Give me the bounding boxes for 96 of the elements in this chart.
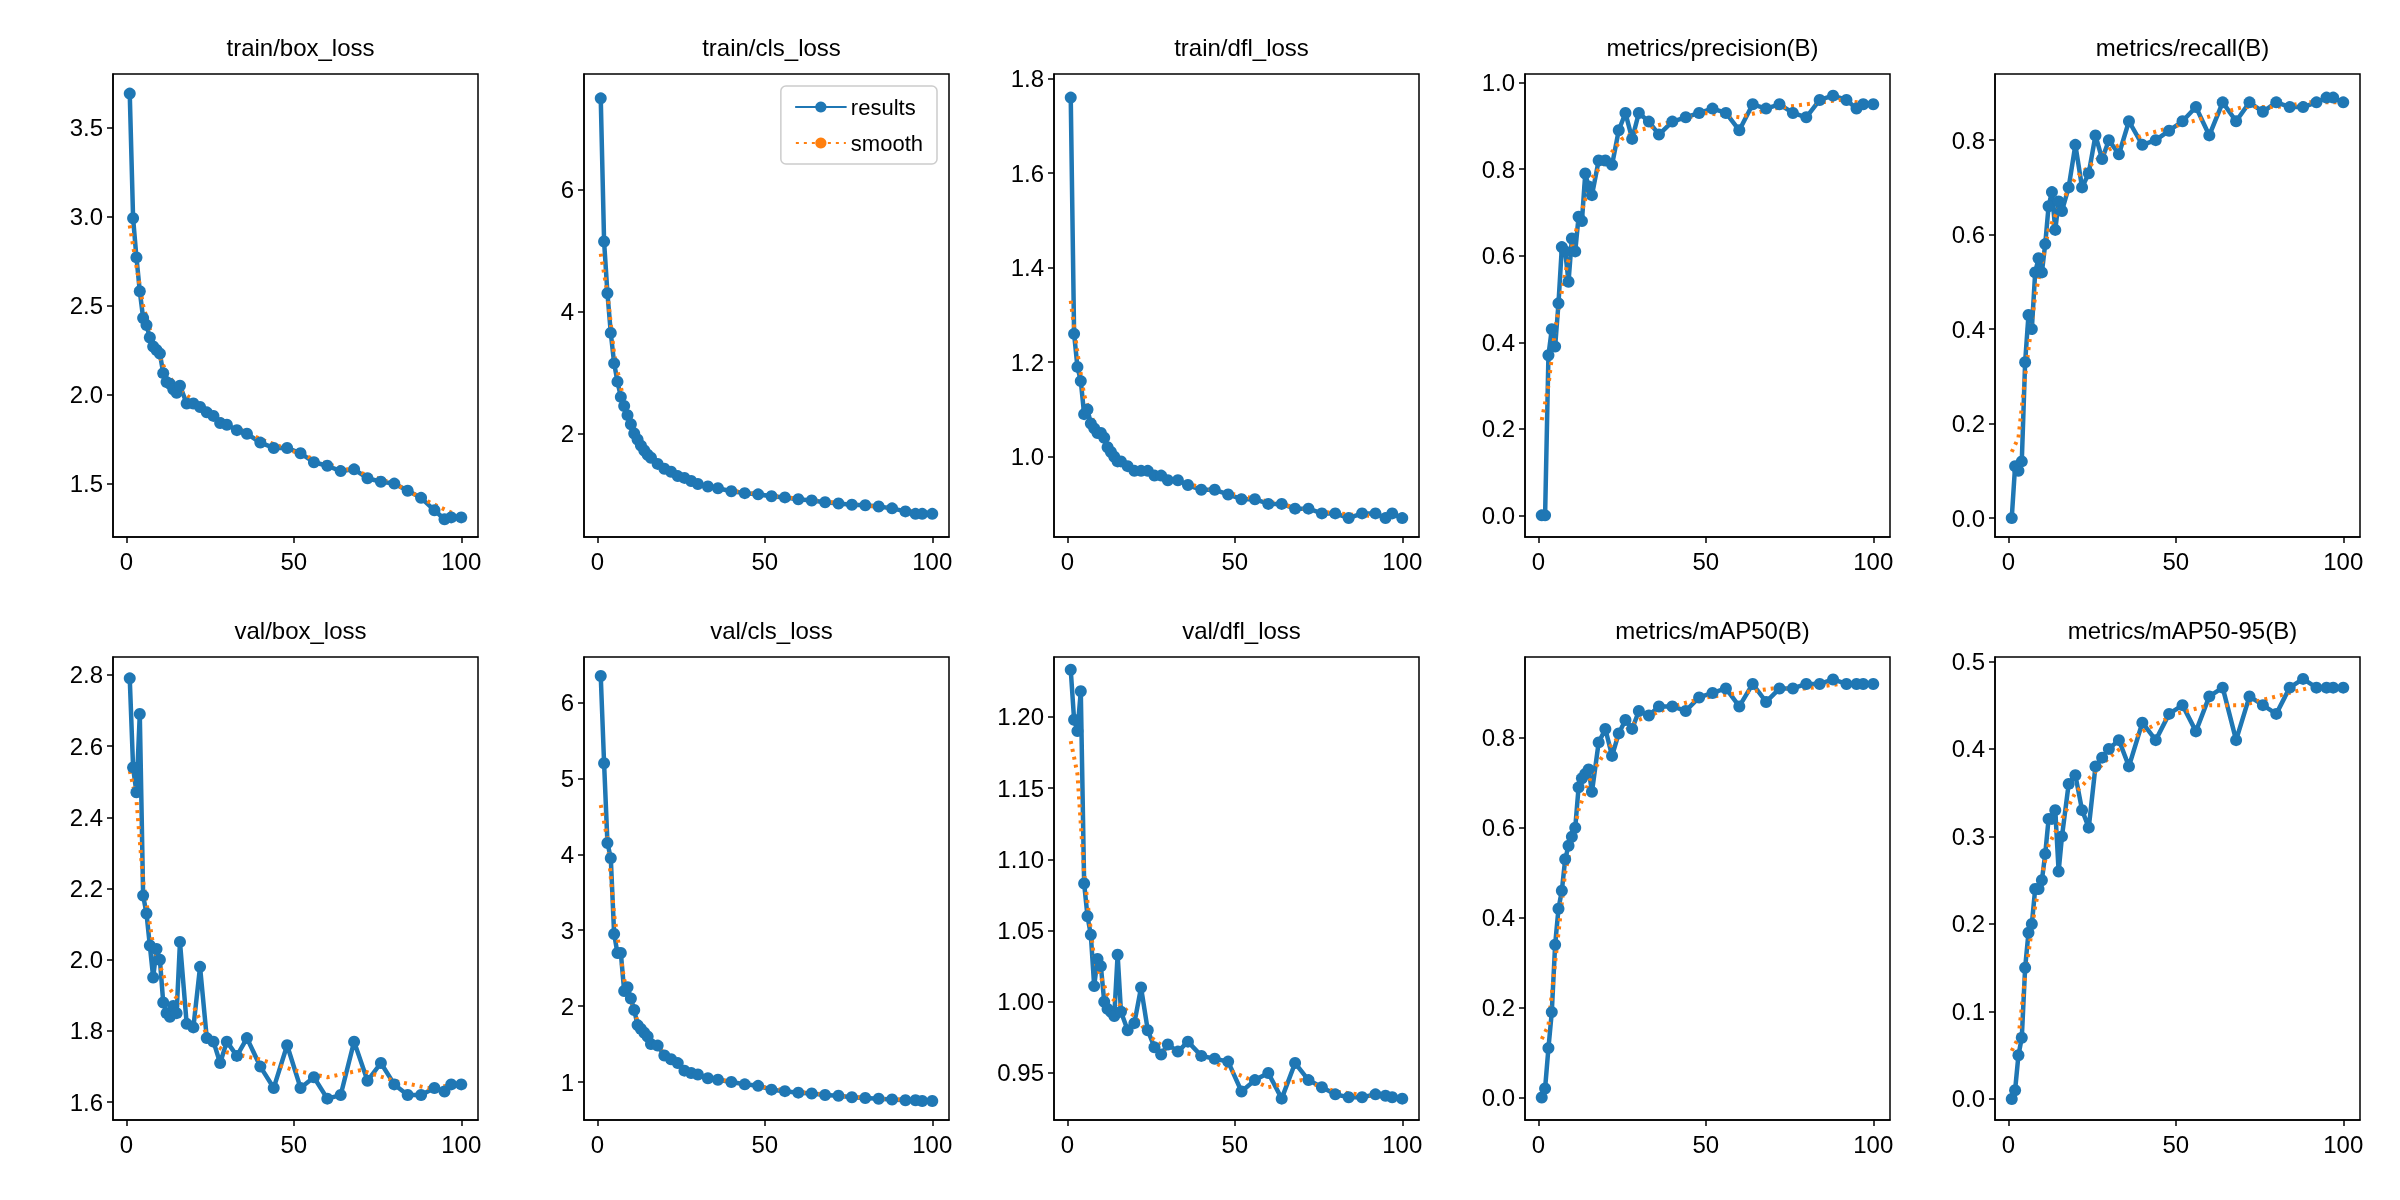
- y-tick-label: 1.00: [997, 988, 1044, 1016]
- x-tick-label: 100: [1852, 1130, 1893, 1158]
- y-tick-label: 1.2: [1010, 348, 1044, 376]
- y-tick-label: 1.5: [69, 470, 103, 498]
- y-tick-label: 2.6: [69, 732, 103, 760]
- y-tick-label: 1.0: [1010, 443, 1044, 471]
- y-tick-label: 1.6: [1010, 159, 1044, 187]
- y-tick-label: 1.05: [997, 917, 1044, 945]
- chart-title: metrics/mAP50-95(B): [2067, 616, 2298, 644]
- y-tick-label: 0.0: [1951, 504, 1985, 532]
- chart-title: metrics/mAP50(B): [1614, 616, 1810, 644]
- y-tick-label: 1.0: [1481, 69, 1515, 97]
- x-tick-label: 0: [1060, 1130, 1075, 1158]
- x-tick-label: 50: [280, 1130, 308, 1158]
- chart-title: train/cls_loss: [701, 33, 841, 61]
- y-tick-label: 0.0: [1481, 501, 1515, 529]
- y-tick-label: 0.4: [1951, 735, 1985, 763]
- y-tick-label: 0.8: [1481, 724, 1515, 752]
- x-tick-label: 50: [1691, 1130, 1719, 1158]
- y-tick-label: 2.0: [69, 946, 103, 974]
- x-tick-label: 0: [119, 547, 134, 575]
- y-tick-label: 2.2: [69, 875, 103, 902]
- x-tick-label: 100: [441, 1130, 482, 1158]
- y-tick-label: 0.1: [1951, 997, 1985, 1025]
- y-tick-label: 4: [560, 840, 574, 868]
- x-tick-label: 50: [2162, 1130, 2190, 1158]
- y-tick-label: 3: [560, 916, 574, 944]
- chart-title: val/cls_loss: [709, 616, 833, 644]
- y-tick-label: 0.4: [1481, 904, 1515, 932]
- chart-title: metrics/precision(B): [1605, 33, 1819, 61]
- y-tick-label: 0.0: [1951, 1085, 1985, 1113]
- x-tick-label: 0: [1531, 1130, 1545, 1158]
- x-tick-label: 0: [590, 547, 604, 575]
- x-tick-label: 100: [2323, 547, 2364, 575]
- x-tick-label: 100: [911, 547, 952, 575]
- x-tick-label: 50: [1221, 547, 1249, 575]
- y-tick-label: 1.8: [1010, 65, 1044, 93]
- x-tick-label: 100: [911, 1130, 952, 1158]
- y-tick-label: 0.2: [1481, 994, 1515, 1022]
- x-tick-label: 0: [2001, 547, 2016, 575]
- y-tick-label: 1.20: [997, 703, 1044, 731]
- y-tick-label: 3.5: [69, 113, 103, 141]
- legend-label: results: [850, 94, 916, 120]
- y-tick-label: 0.4: [1951, 315, 1985, 343]
- chart-title: val/dfl_loss: [1182, 616, 1301, 644]
- legend-label: smooth: [850, 130, 923, 156]
- y-tick-label: 0.2: [1951, 910, 1985, 938]
- y-tick-label: 2.0: [69, 381, 103, 409]
- y-tick-label: 2: [560, 419, 574, 447]
- y-tick-label: 1: [560, 1068, 574, 1096]
- y-tick-label: 4: [560, 298, 574, 326]
- y-tick-label: 1.10: [997, 845, 1044, 873]
- y-tick-label: 6: [560, 176, 574, 204]
- y-tick-label: 0.8: [1951, 126, 1985, 154]
- x-tick-label: 0: [1531, 547, 1545, 575]
- x-tick-label: 0: [119, 1130, 134, 1158]
- y-tick-label: 0.8: [1481, 155, 1515, 183]
- x-tick-label: 100: [1382, 547, 1423, 575]
- chart-title: train/box_loss: [226, 33, 375, 61]
- y-tick-label: 0.95: [997, 1059, 1044, 1087]
- x-tick-label: 50: [750, 1130, 778, 1158]
- y-tick-label: 0.2: [1481, 415, 1515, 443]
- chart-title: train/dfl_loss: [1174, 33, 1309, 61]
- x-tick-label: 100: [441, 547, 482, 575]
- chart-title: val/box_loss: [234, 616, 367, 644]
- y-tick-label: 1.4: [1010, 254, 1044, 282]
- y-tick-label: 0.6: [1481, 242, 1515, 270]
- x-tick-label: 50: [280, 547, 308, 575]
- x-tick-label: 0: [2001, 1130, 2016, 1158]
- y-tick-label: 1.6: [69, 1088, 103, 1116]
- y-tick-label: 5: [560, 764, 574, 792]
- y-tick-label: 0.4: [1481, 328, 1515, 356]
- x-tick-label: 100: [2323, 1130, 2364, 1158]
- y-tick-label: 0.6: [1481, 814, 1515, 842]
- x-tick-label: 50: [1221, 1130, 1249, 1158]
- y-tick-label: 1.15: [997, 774, 1044, 802]
- y-tick-label: 1.8: [69, 1017, 103, 1045]
- y-tick-label: 2.8: [69, 661, 103, 689]
- y-tick-label: 2: [560, 992, 574, 1020]
- chart-title: metrics/recall(B): [2095, 33, 2270, 61]
- y-tick-label: 2.5: [69, 292, 103, 319]
- y-tick-label: 3.0: [69, 202, 103, 230]
- y-tick-label: 0.3: [1951, 822, 1985, 850]
- y-tick-label: 6: [560, 689, 574, 717]
- y-tick-label: 0.2: [1951, 410, 1985, 438]
- x-tick-label: 50: [2162, 547, 2190, 575]
- x-tick-label: 0: [590, 1130, 604, 1158]
- y-tick-label: 0.5: [1951, 647, 1985, 675]
- x-tick-label: 50: [1691, 547, 1719, 575]
- x-tick-label: 0: [1060, 547, 1075, 575]
- y-tick-label: 2.4: [69, 803, 103, 831]
- y-tick-label: 0.6: [1951, 221, 1985, 249]
- x-tick-label: 50: [750, 547, 778, 575]
- y-tick-label: 0.0: [1481, 1084, 1515, 1112]
- x-tick-label: 100: [1852, 547, 1893, 575]
- x-tick-label: 100: [1382, 1130, 1423, 1158]
